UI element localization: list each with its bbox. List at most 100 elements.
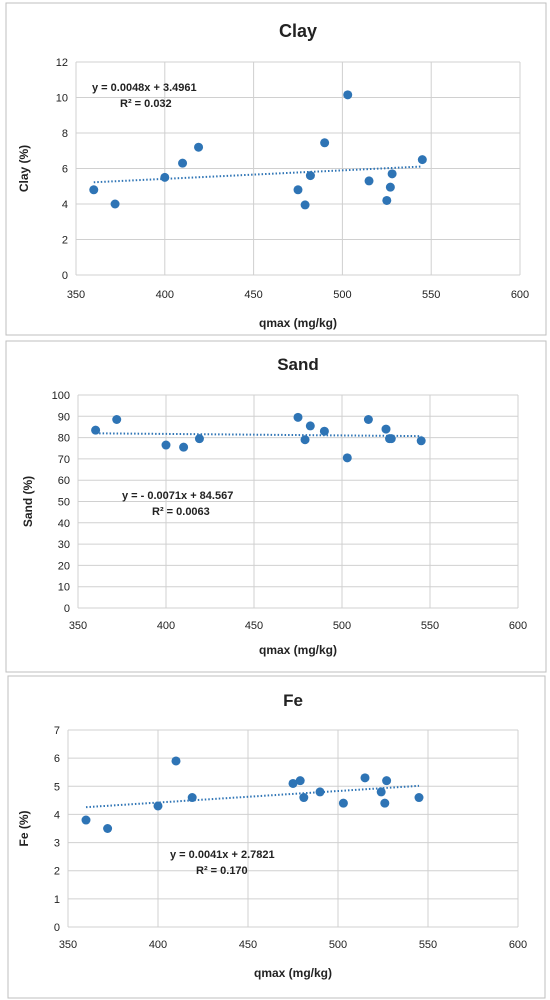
sand-y-tick-label: 80: [58, 433, 70, 445]
sand-chart-panel: Sand 0 10 20 30 40 50 60 70 80 90 100 350 400 450 500 55…: [0, 338, 550, 674]
sand-x-tick-label: 600: [509, 620, 527, 632]
sand-y-tick-label: 90: [58, 411, 70, 423]
sand-r-squared: R² = 0.0063: [152, 506, 210, 518]
sand-data-point: [112, 414, 122, 424]
fe-data-point: [376, 787, 386, 797]
sand-y-tick-label: 30: [58, 539, 70, 551]
clay-x-tick-label: 350: [67, 289, 85, 301]
sand-y-tick-label: 60: [58, 475, 70, 487]
clay-y-tick-label: 4: [62, 199, 68, 211]
fe-data-point: [187, 793, 197, 803]
fe-y-tick-label: 5: [54, 781, 60, 793]
clay-chart-panel: Clay 0 2 4 6 8 10 12 350 400 450 500 550 600 qmax (mg/…: [0, 0, 550, 338]
clay-data-point: [385, 182, 395, 192]
clay-y-tick-label: 10: [56, 93, 68, 105]
fe-data-point: [360, 773, 370, 783]
clay-data-point: [417, 155, 427, 165]
fe-data-point: [153, 801, 163, 811]
fe-y-tick-label: 0: [54, 922, 60, 934]
clay-x-tick-label: 450: [244, 289, 262, 301]
sand-chart: Sand 0 10 20 30 40 50 60 70 80 90 100 350 400 450 500 55…: [5, 340, 547, 673]
sand-x-tick-label: 500: [333, 620, 351, 632]
fe-x-tick-label: 400: [149, 939, 167, 951]
sand-data-point: [416, 436, 426, 446]
fe-data-point: [171, 756, 181, 766]
sand-x-tick-label: 400: [157, 620, 175, 632]
fe-r-squared: R² = 0.170: [196, 865, 248, 877]
sand-data-point: [386, 434, 396, 444]
sand-y-tick-label: 40: [58, 518, 70, 530]
sand-y-tick-label: 70: [58, 454, 70, 466]
clay-data-point: [160, 172, 170, 182]
fe-x-tick-label: 550: [419, 939, 437, 951]
sand-x-tick-label: 350: [69, 620, 87, 632]
clay-x-tick-label: 550: [422, 289, 440, 301]
sand-data-point: [293, 412, 303, 422]
fe-chart: Fe 0 1 2 3 4 5 6 7 350 400 450 500 550 600 qmax (mg/kg)…: [7, 675, 546, 999]
sand-data-point: [319, 426, 329, 436]
clay-data-point: [293, 185, 303, 195]
clay-r-squared: R² = 0.032: [120, 98, 172, 110]
clay-y-tick-label: 6: [62, 164, 68, 176]
clay-data-point: [300, 200, 310, 210]
fe-data-point: [414, 793, 424, 803]
clay-data-point: [194, 142, 204, 152]
clay-chart: Clay 0 2 4 6 8 10 12 350 400 450 500 550 600 qmax (mg/…: [5, 2, 547, 336]
fe-x-tick-label: 600: [509, 939, 527, 951]
clay-x-axis-title: qmax (mg/kg): [259, 316, 337, 330]
sand-x-tick-label: 450: [245, 620, 263, 632]
clay-y-axis-title: Clay (%): [17, 145, 31, 192]
sand-chart-title: Sand: [277, 355, 319, 374]
fe-data-point: [382, 776, 392, 786]
fe-data-point: [295, 776, 305, 786]
sand-y-tick-label: 100: [52, 390, 70, 402]
clay-x-tick-label: 600: [511, 289, 529, 301]
clay-y-tick-label: 12: [56, 57, 68, 69]
fe-y-tick-label: 4: [54, 809, 60, 821]
clay-data-point: [320, 138, 330, 148]
fe-data-point: [103, 824, 113, 833]
clay-y-tick-label: 8: [62, 128, 68, 140]
sand-data-point: [194, 434, 204, 444]
clay-data-point: [387, 169, 397, 179]
fe-data-point: [338, 798, 348, 808]
sand-data-point: [300, 435, 310, 445]
fe-trend-equation: y = 0.0041x + 2.7821: [170, 849, 275, 861]
fe-data-point: [299, 793, 309, 803]
clay-trend-equation: y = 0.0048x + 3.4961: [92, 82, 197, 94]
sand-data-point: [342, 453, 352, 463]
fe-data-point: [288, 778, 298, 788]
sand-y-axis-title: Sand (%): [21, 476, 35, 527]
fe-chart-frame: [7, 675, 546, 999]
fe-chart-title: Fe: [283, 691, 303, 710]
clay-x-tick-label: 500: [333, 289, 351, 301]
clay-y-tick-label: 0: [62, 270, 68, 282]
sand-chart-frame: [5, 340, 547, 673]
clay-data-point: [178, 158, 188, 168]
fe-y-tick-label: 3: [54, 838, 60, 850]
fe-y-axis-title: Fe (%): [17, 810, 31, 846]
fe-data-point: [380, 798, 390, 808]
clay-data-point: [364, 176, 374, 186]
fe-data-point: [81, 815, 91, 825]
clay-x-tick-label: 400: [156, 289, 174, 301]
fe-x-tick-label: 350: [59, 939, 77, 951]
sand-y-tick-label: 50: [58, 497, 70, 509]
clay-chart-title: Clay: [279, 21, 317, 41]
fe-y-tick-label: 2: [54, 866, 60, 878]
fe-x-tick-label: 500: [329, 939, 347, 951]
sand-data-point: [363, 414, 373, 424]
sand-data-point: [161, 440, 171, 450]
fe-x-tick-label: 450: [239, 939, 257, 951]
sand-data-point: [381, 424, 391, 434]
sand-x-tick-label: 550: [421, 620, 439, 632]
fe-data-point: [315, 787, 325, 797]
sand-x-axis-title: qmax (mg/kg): [259, 643, 337, 657]
sand-data-point: [305, 421, 315, 431]
fe-chart-panel: Fe 0 1 2 3 4 5 6 7 350 400 450 500 550 600 qmax (mg/kg)…: [0, 674, 550, 1000]
sand-y-tick-label: 10: [58, 582, 70, 594]
sand-trend-equation: y = - 0.0071x + 84.567: [122, 490, 233, 502]
fe-y-tick-label: 6: [54, 753, 60, 765]
fe-x-axis-title: qmax (mg/kg): [254, 966, 332, 980]
clay-data-point: [382, 195, 392, 205]
